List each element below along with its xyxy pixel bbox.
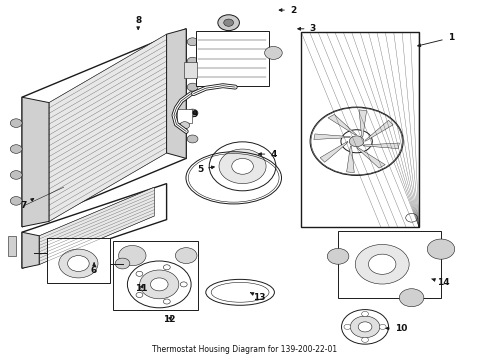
Circle shape bbox=[344, 324, 351, 329]
Text: 14: 14 bbox=[432, 278, 450, 287]
Circle shape bbox=[187, 135, 198, 143]
Circle shape bbox=[406, 213, 417, 222]
Circle shape bbox=[140, 270, 179, 299]
Polygon shape bbox=[167, 29, 186, 158]
Circle shape bbox=[119, 246, 146, 266]
Circle shape bbox=[175, 248, 197, 264]
Circle shape bbox=[136, 292, 143, 297]
Circle shape bbox=[180, 122, 190, 129]
Circle shape bbox=[350, 316, 380, 338]
Polygon shape bbox=[22, 29, 186, 227]
Circle shape bbox=[187, 109, 198, 117]
Circle shape bbox=[232, 158, 253, 174]
Circle shape bbox=[355, 244, 409, 284]
Circle shape bbox=[265, 46, 282, 59]
Circle shape bbox=[341, 130, 372, 153]
Circle shape bbox=[187, 83, 198, 91]
Circle shape bbox=[59, 249, 98, 278]
Circle shape bbox=[163, 265, 170, 270]
Circle shape bbox=[136, 271, 143, 276]
Text: 8: 8 bbox=[135, 16, 141, 30]
Text: 2: 2 bbox=[279, 5, 296, 14]
Text: 12: 12 bbox=[163, 315, 175, 324]
Circle shape bbox=[427, 239, 455, 259]
Text: 5: 5 bbox=[197, 165, 214, 174]
Text: 10: 10 bbox=[386, 324, 407, 333]
Polygon shape bbox=[357, 148, 385, 168]
Circle shape bbox=[358, 322, 372, 332]
Bar bbox=[338, 231, 441, 298]
Circle shape bbox=[327, 248, 349, 264]
Circle shape bbox=[349, 136, 364, 147]
Text: 1: 1 bbox=[418, 33, 454, 46]
Bar bbox=[8, 236, 16, 256]
Circle shape bbox=[362, 337, 368, 342]
Polygon shape bbox=[22, 232, 39, 268]
Circle shape bbox=[310, 107, 403, 175]
Bar bbox=[47, 238, 110, 283]
Bar bbox=[196, 31, 269, 86]
Polygon shape bbox=[328, 114, 357, 135]
Circle shape bbox=[209, 142, 276, 191]
Circle shape bbox=[187, 38, 198, 46]
Circle shape bbox=[219, 149, 266, 184]
Text: Thermostat Housing Diagram for 139-200-22-01: Thermostat Housing Diagram for 139-200-2… bbox=[152, 345, 338, 354]
Text: 3: 3 bbox=[298, 24, 316, 33]
Circle shape bbox=[68, 256, 89, 271]
Text: 9: 9 bbox=[192, 110, 198, 119]
Text: 7: 7 bbox=[20, 198, 34, 210]
Circle shape bbox=[362, 311, 368, 316]
Circle shape bbox=[187, 57, 198, 65]
Polygon shape bbox=[366, 120, 393, 141]
Polygon shape bbox=[49, 34, 167, 221]
Circle shape bbox=[10, 145, 22, 153]
Text: 13: 13 bbox=[250, 292, 266, 302]
Text: 4: 4 bbox=[259, 150, 277, 158]
Polygon shape bbox=[314, 134, 350, 140]
Bar bbox=[113, 241, 198, 310]
Circle shape bbox=[180, 282, 187, 287]
Polygon shape bbox=[22, 184, 167, 268]
Circle shape bbox=[368, 254, 396, 274]
Circle shape bbox=[163, 299, 170, 304]
Circle shape bbox=[150, 278, 168, 291]
Circle shape bbox=[379, 324, 386, 329]
Text: 11: 11 bbox=[135, 284, 147, 293]
Polygon shape bbox=[39, 187, 154, 265]
Polygon shape bbox=[346, 146, 354, 173]
Circle shape bbox=[218, 15, 240, 31]
Polygon shape bbox=[22, 97, 49, 227]
Polygon shape bbox=[359, 110, 367, 137]
Bar bbox=[177, 109, 192, 123]
Circle shape bbox=[115, 258, 130, 269]
Circle shape bbox=[10, 197, 22, 205]
Circle shape bbox=[127, 261, 191, 308]
Polygon shape bbox=[363, 143, 399, 149]
Circle shape bbox=[224, 19, 234, 26]
Circle shape bbox=[342, 310, 389, 344]
Circle shape bbox=[399, 289, 424, 307]
Bar bbox=[184, 62, 197, 78]
Text: 6: 6 bbox=[91, 263, 97, 275]
Circle shape bbox=[10, 119, 22, 127]
Circle shape bbox=[10, 171, 22, 179]
Polygon shape bbox=[320, 141, 348, 162]
Bar bbox=[301, 32, 419, 227]
